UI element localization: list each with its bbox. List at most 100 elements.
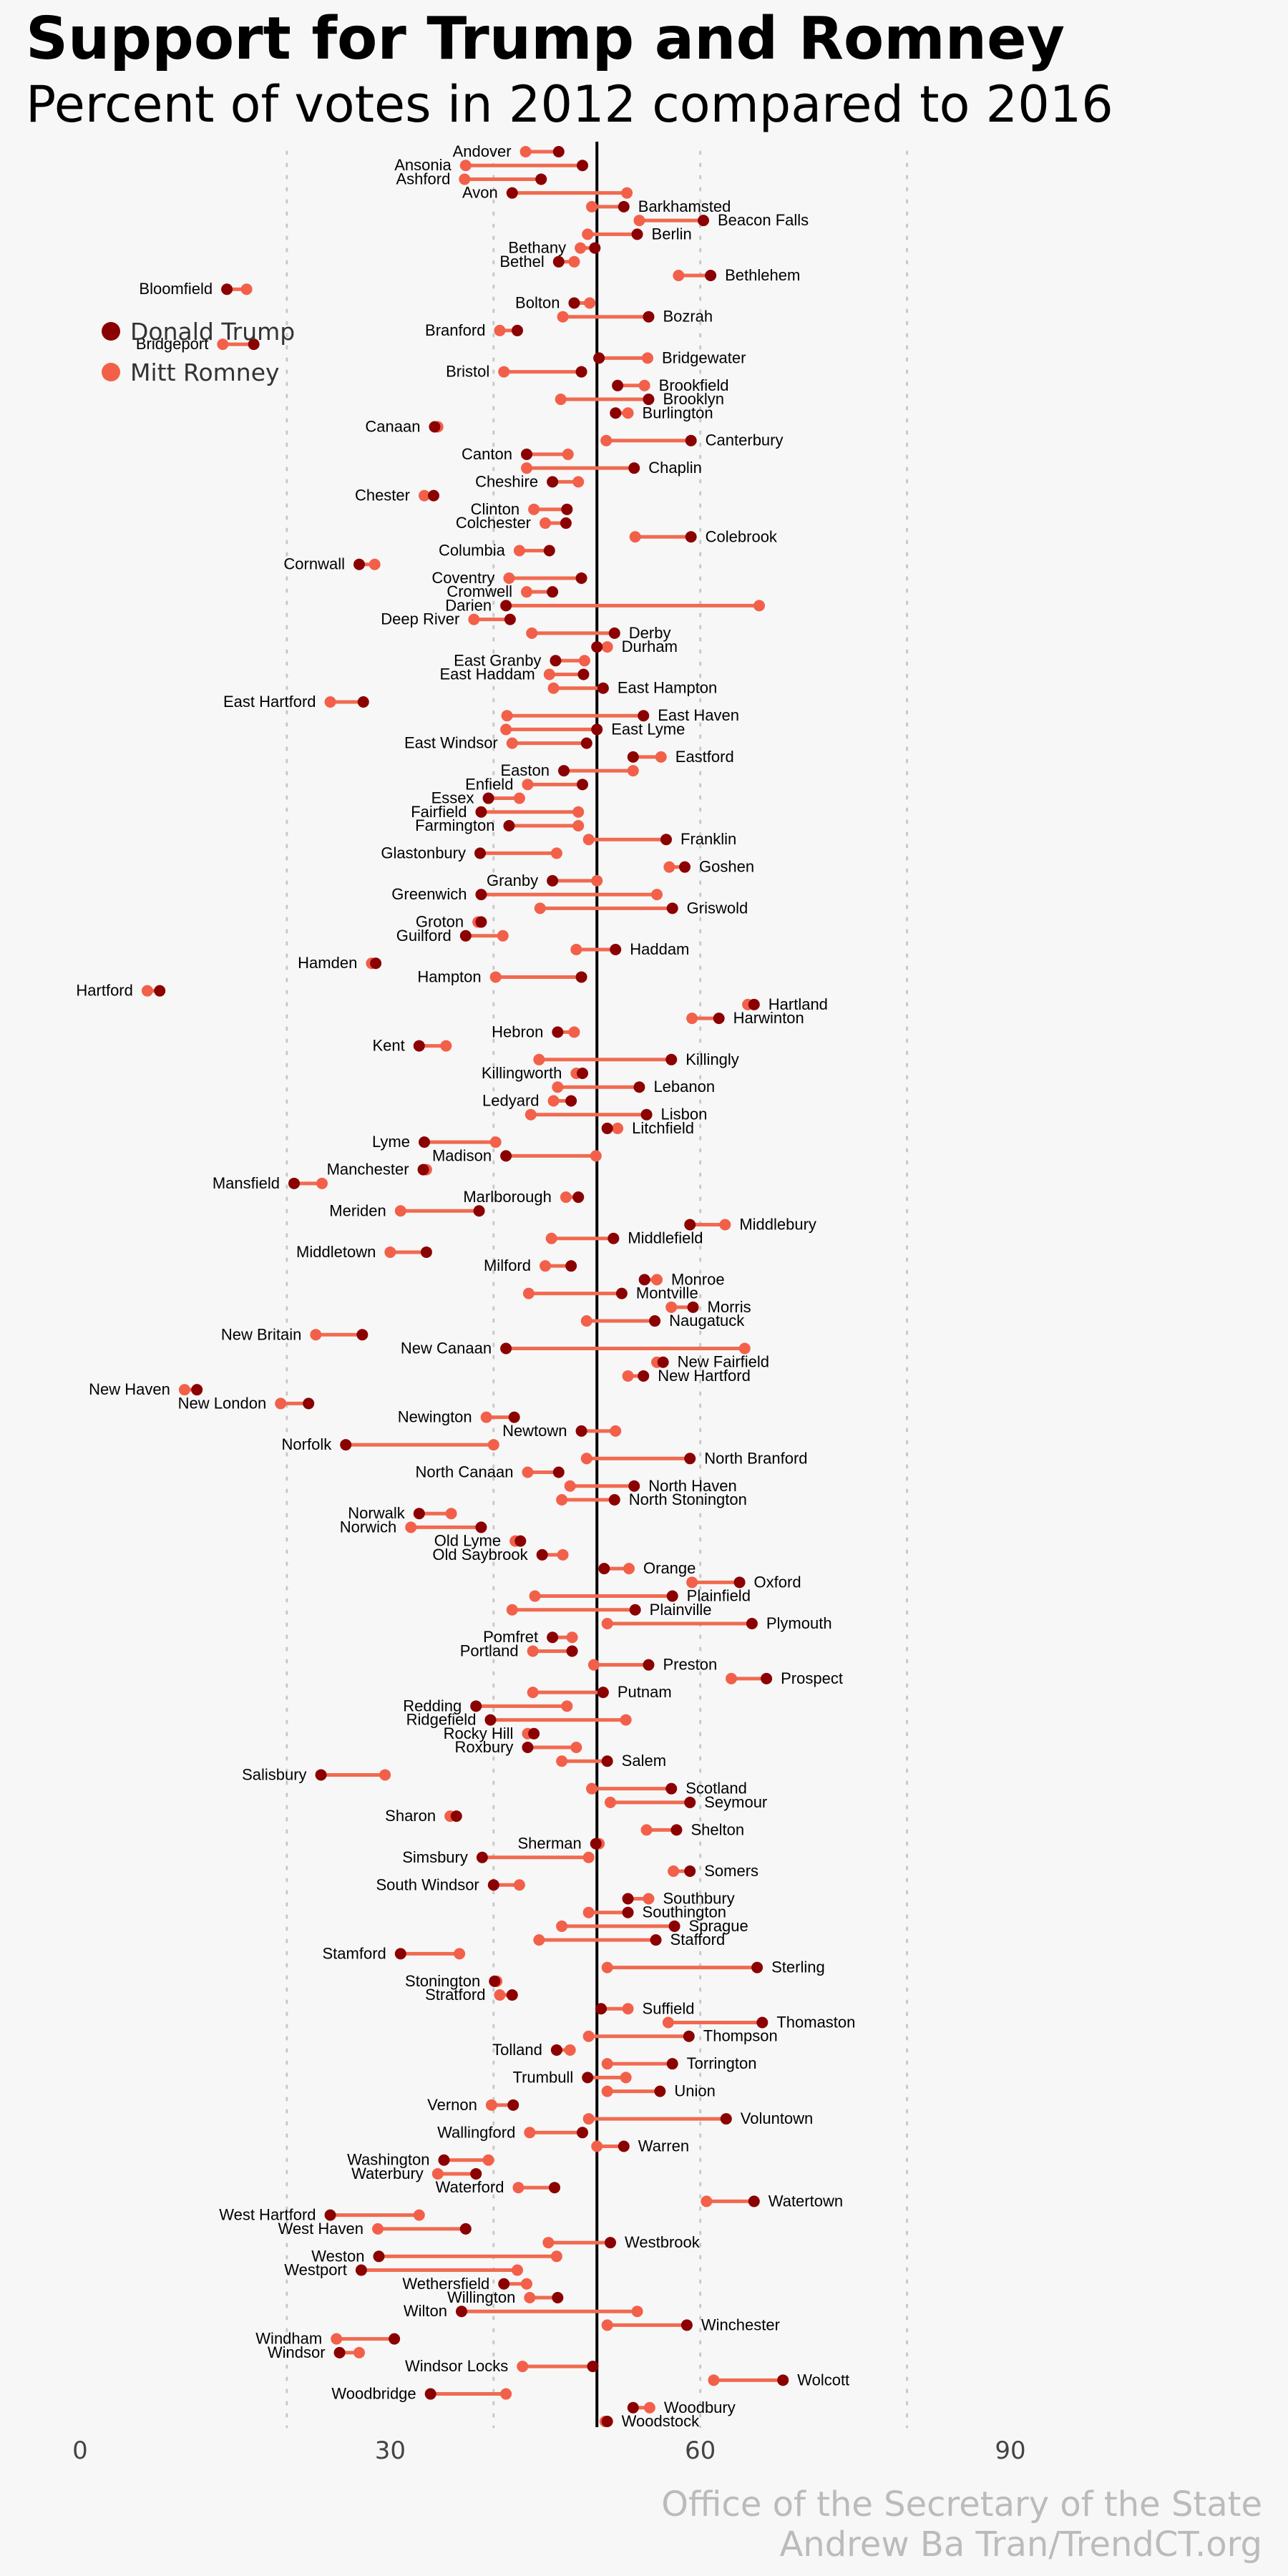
town-label: Suffield [643, 1999, 695, 2017]
romney-point [522, 779, 534, 791]
romney-point [240, 283, 253, 296]
town-label: Killingworth [482, 1064, 562, 1082]
town-label: Norwich [340, 1518, 396, 1536]
romney-point [586, 1782, 597, 1795]
romney-point [482, 2154, 494, 2166]
trump-point [627, 2401, 639, 2414]
trump-point [684, 1865, 696, 1878]
town-row-plainfield: Plainfield [529, 1587, 751, 1605]
town-row-deep-river: Deep River [381, 610, 516, 628]
town-row-berlin: Berlin [582, 225, 692, 243]
trump-point [657, 1356, 669, 1368]
town-row-hamden: Hamden [298, 954, 382, 972]
trump-point [355, 2264, 367, 2276]
romney-point [643, 1893, 655, 1905]
romney-point [622, 407, 634, 419]
trump-point [577, 2127, 588, 2139]
romney-point [610, 1425, 622, 1437]
town-label: Hartford [76, 982, 132, 1000]
romney-point [512, 2182, 525, 2194]
romney-point [562, 448, 574, 460]
trump-point [552, 1466, 565, 1478]
town-row-darien: Darien [445, 596, 765, 614]
trump-point [631, 228, 643, 240]
town-label: Middletown [296, 1243, 376, 1261]
romney-point [533, 1053, 545, 1065]
town-label: Colchester [456, 514, 531, 532]
town-row-woodbridge: Woodbridge [331, 2385, 512, 2403]
trump-point [522, 1742, 534, 1754]
trump-point [684, 1796, 696, 1808]
town-row-sharon: Sharon [385, 1807, 462, 1825]
town-label: Oxford [754, 1573, 801, 1591]
trump-point [612, 379, 624, 391]
town-row-newington: Newington [398, 1408, 520, 1426]
trump-point [705, 270, 717, 282]
town-row-warren: Warren [591, 2137, 689, 2155]
town-row-seymour: Seymour [605, 1793, 767, 1811]
trump-point [507, 2099, 519, 2111]
trump-point [685, 434, 697, 447]
town-row-middlebury: Middlebury [684, 1215, 816, 1233]
romney-point [622, 2003, 634, 2015]
romney-point [621, 187, 633, 199]
trump-point [315, 1769, 327, 1781]
town-row-easton: Easton [501, 761, 639, 779]
town-row-hartland: Hartland [742, 995, 828, 1013]
romney-point [586, 200, 597, 213]
town-label: East Hartford [223, 693, 316, 711]
town-row-thomaston: Thomaston [662, 2013, 855, 2031]
town-row-old-lyme: Old Lyme [434, 1532, 527, 1550]
town-label: New Britain [221, 1325, 301, 1343]
town-label: Salem [622, 1752, 666, 1770]
town-row-chaplin: Chaplin [521, 459, 702, 477]
town-label: Burlington [643, 404, 713, 421]
romney-point [568, 255, 580, 268]
romney-point [753, 600, 765, 612]
romney-point [561, 1700, 573, 1712]
town-row-madison: Madison [432, 1146, 602, 1164]
town-label: Roxbury [455, 1738, 514, 1756]
romney-point [503, 572, 515, 584]
town-label: Ashford [396, 170, 451, 187]
trump-point [698, 215, 709, 227]
romney-point [540, 1260, 551, 1272]
town-label: Monroe [671, 1270, 725, 1288]
town-row-windsor: Windsor [268, 2343, 365, 2361]
trump-point [558, 765, 570, 777]
town-label: Bristol [446, 363, 489, 381]
romney-point [275, 1397, 287, 1410]
town-row-scotland: Scotland [586, 1780, 747, 1797]
romney-point [324, 696, 336, 708]
legend-marker-trump [102, 322, 120, 341]
town-label: Winchester [701, 2316, 780, 2333]
town-label: Sprague [689, 1917, 748, 1935]
town-label: Milford [484, 1257, 531, 1274]
town-label: New London [178, 1394, 267, 1412]
town-label: Norwalk [348, 1504, 405, 1522]
town-row-brookfield: Brookfield [612, 376, 729, 394]
town-row-norwich: Norwich [340, 1518, 487, 1536]
legend-label-trump: Donald Trump [130, 318, 295, 346]
trump-point [248, 338, 260, 351]
trump-point [536, 1548, 548, 1561]
romney-point [512, 2264, 523, 2276]
trump-point [547, 586, 559, 598]
town-label: West Haven [278, 2220, 364, 2238]
trump-point [288, 1177, 300, 1189]
town-row-thompson: Thompson [582, 2027, 778, 2045]
trump-point [474, 847, 486, 859]
romney-point [316, 1177, 328, 1189]
town-row-litchfield: Litchfield [601, 1119, 694, 1137]
town-label: New Fairfield [678, 1353, 769, 1371]
town-row-branford: Branford [425, 321, 523, 339]
romney-point [459, 160, 472, 172]
town-label: Enfield [465, 775, 513, 793]
romney-point [633, 215, 645, 227]
town-label: Guilford [396, 927, 452, 945]
trump-point [751, 1961, 763, 1974]
town-row-putnam: Putnam [527, 1683, 672, 1701]
trump-point [668, 1920, 680, 1932]
trump-point [601, 1755, 613, 1767]
town-label: Bozrah [663, 308, 713, 326]
